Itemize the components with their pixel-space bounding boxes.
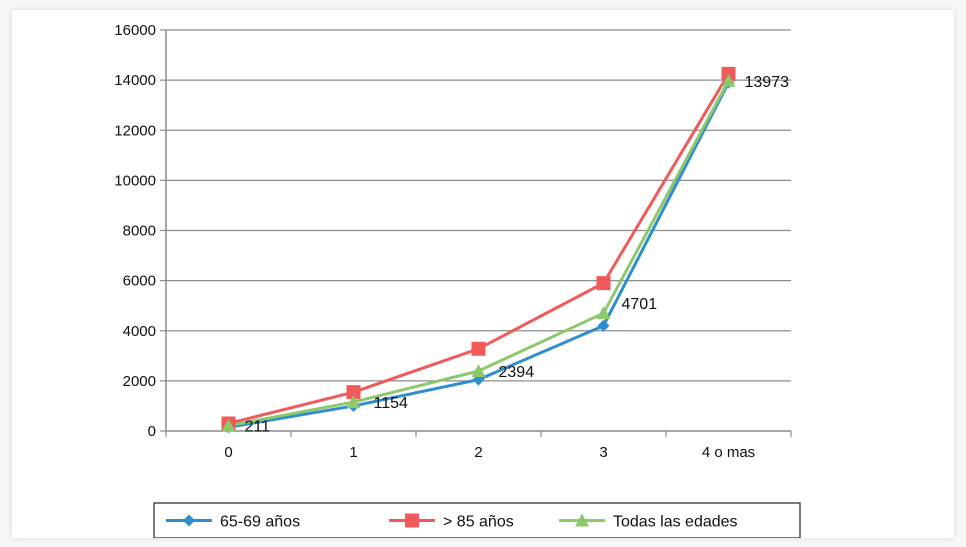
line-chart: 0 2000 4000 6000 8000 10000 12000 14000 16000 0 1 2… bbox=[114, 22, 801, 539]
y-tick-label: 12000 bbox=[114, 122, 156, 139]
y-tick-label: 4000 bbox=[123, 323, 156, 340]
y-tick-label: 10000 bbox=[114, 172, 156, 189]
data-point bbox=[471, 341, 486, 356]
data-point bbox=[597, 319, 610, 332]
y-tick-label: 0 bbox=[148, 423, 156, 440]
y-tick-label: 2000 bbox=[123, 373, 156, 390]
y-tick-label: 8000 bbox=[123, 223, 156, 240]
data-label: 13973 bbox=[745, 74, 790, 91]
legend-marker bbox=[405, 513, 419, 528]
legend-marker bbox=[575, 513, 589, 527]
y-tick-label: 14000 bbox=[114, 72, 156, 89]
legend-label: 65-69 años bbox=[220, 514, 300, 531]
y-tick-label: 6000 bbox=[123, 273, 156, 290]
legend-label: > 85 años bbox=[443, 514, 514, 531]
x-tick-label: 3 bbox=[599, 444, 607, 461]
data-point bbox=[346, 385, 361, 400]
data-point bbox=[346, 395, 361, 409]
y-tick-label: 16000 bbox=[114, 22, 156, 39]
legend-label: Todas las edades bbox=[613, 514, 738, 531]
x-tick-label: 2 bbox=[474, 444, 482, 461]
data-point bbox=[471, 364, 486, 378]
data-label: 1154 bbox=[374, 395, 409, 412]
data-point bbox=[596, 306, 611, 320]
data-point bbox=[221, 418, 236, 432]
legend-marker bbox=[183, 514, 195, 527]
x-tick-label: 1 bbox=[349, 444, 357, 461]
data-label: 4701 bbox=[622, 296, 658, 313]
x-tick-label: 0 bbox=[224, 444, 232, 461]
data-point bbox=[721, 73, 736, 87]
data-label: 2394 bbox=[499, 364, 535, 381]
data-point bbox=[596, 276, 611, 291]
data-label: 211 bbox=[245, 419, 271, 436]
x-tick-label: 4 o mas bbox=[702, 444, 755, 461]
chart-card: 0 2000 4000 6000 8000 10000 12000 14000 16000 0 1 2… bbox=[12, 10, 954, 539]
